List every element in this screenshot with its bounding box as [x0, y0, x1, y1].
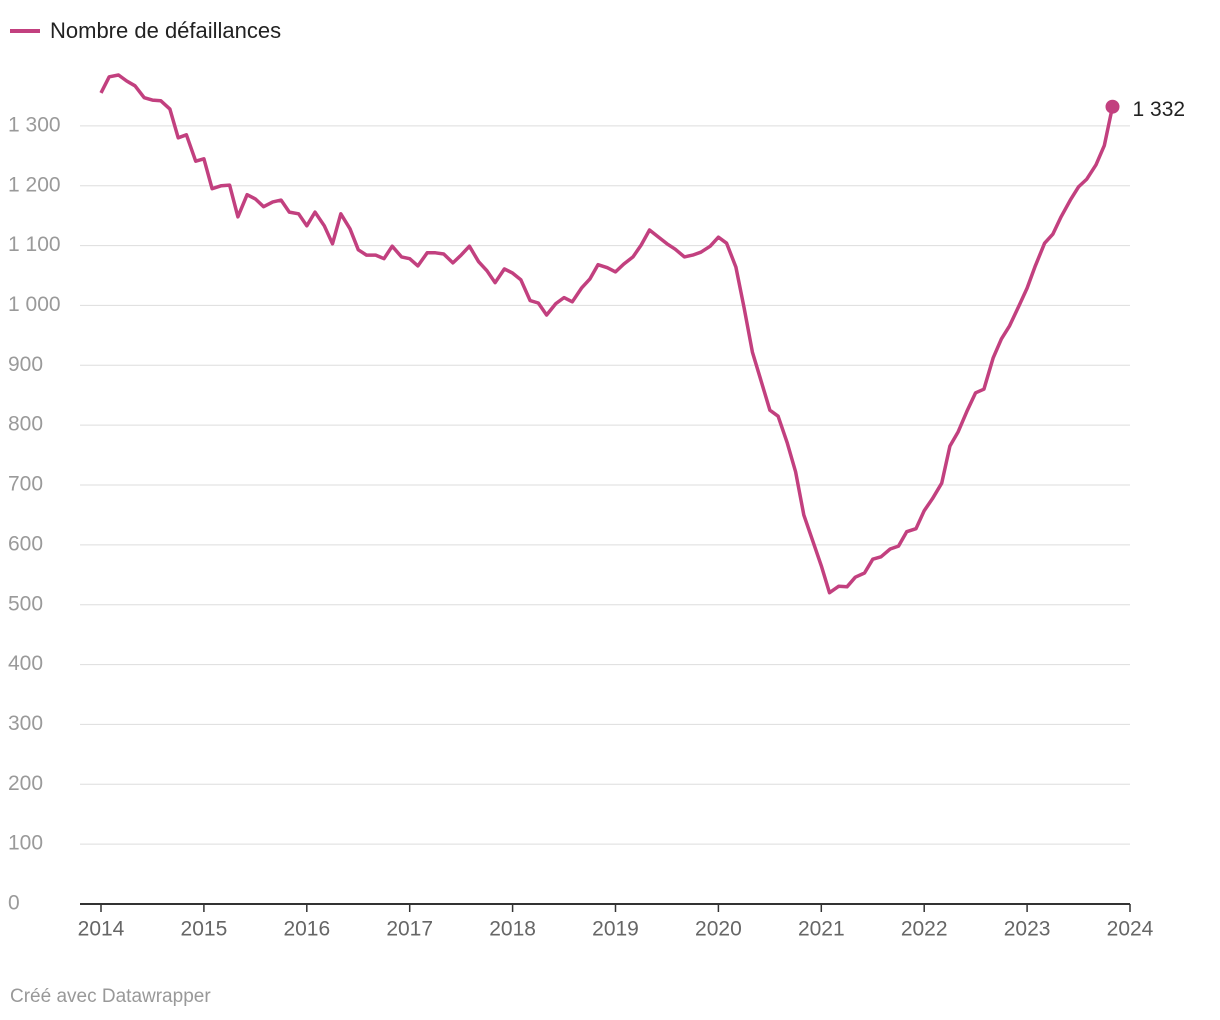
x-tick-label: 2015	[181, 918, 228, 941]
x-tick-label: 2024	[1107, 918, 1154, 941]
y-tick-label: 1 200	[8, 173, 61, 196]
source-note: Créé avec Datawrapper	[10, 986, 211, 1007]
y-tick-label: 500	[8, 592, 43, 615]
y-tick-label: 1 300	[8, 113, 61, 136]
y-tick-label: 800	[8, 413, 43, 436]
x-tick-label: 2016	[283, 918, 330, 941]
y-tick-label: 1 000	[8, 293, 61, 316]
y-tick-label: 100	[8, 832, 43, 855]
x-tick-label: 2023	[1004, 918, 1051, 941]
legend-label: Nombre de défaillances	[50, 18, 281, 43]
x-tick-label: 2020	[695, 918, 742, 941]
y-tick-label: 200	[8, 772, 43, 795]
x-tick-label: 2018	[489, 918, 536, 941]
y-tick-label: 700	[8, 473, 43, 496]
data-line	[99, 73, 1115, 595]
y-tick-label: 300	[8, 712, 43, 735]
y-tick-label: 1 100	[8, 233, 61, 256]
x-tick-label: 2017	[386, 918, 433, 941]
x-tick-label: 2014	[78, 918, 125, 941]
x-tick-label: 2021	[798, 918, 845, 941]
y-tick-label: 600	[8, 532, 43, 555]
y-tick-label: 400	[8, 652, 43, 675]
end-point	[1105, 99, 1120, 114]
y-tick-label: 0	[8, 892, 20, 915]
x-tick-label: 2022	[901, 918, 948, 941]
y-tick-label: 900	[8, 353, 43, 376]
value-label: 1 332	[1133, 98, 1186, 121]
x-tick-label: 2019	[592, 918, 639, 941]
